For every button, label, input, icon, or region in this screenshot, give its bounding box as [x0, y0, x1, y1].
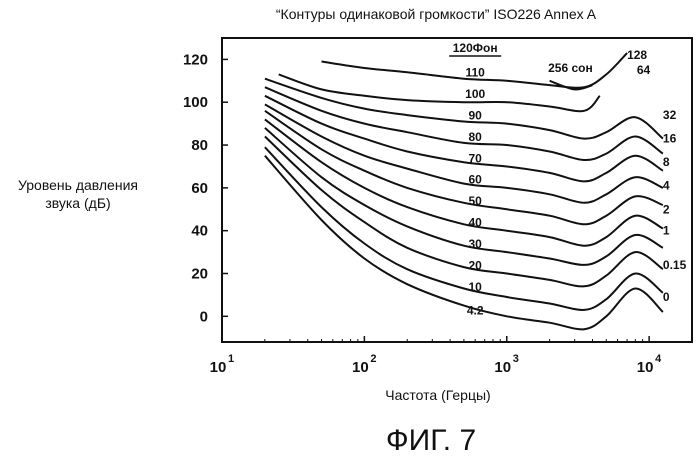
- sone-label: 0.15: [663, 258, 687, 272]
- y-tick-label: 60: [191, 180, 208, 197]
- sone-label: 128: [627, 48, 647, 62]
- y-tick-label: 0: [200, 308, 208, 325]
- phon-contour-label: 90: [468, 108, 482, 122]
- sone-label: 16: [663, 132, 677, 146]
- x-tick-label: 10: [637, 359, 654, 376]
- x-tick-label: 10: [210, 359, 227, 376]
- phon-contour-label: 100: [465, 87, 485, 101]
- sone-label: 4: [663, 179, 670, 193]
- plot-frame: [222, 38, 692, 342]
- x-tick-label: 10: [352, 359, 369, 376]
- y-axis-label-line-2: звука (дБ): [45, 195, 110, 211]
- sone-label: 0: [663, 290, 670, 304]
- phon-contour-label: 80: [468, 130, 482, 144]
- phon-contour-label: 60: [468, 173, 482, 187]
- loudness-contour-line: [265, 104, 663, 202]
- phon-contour-label: 30: [468, 237, 482, 251]
- phon-contour-label: 110: [465, 66, 485, 80]
- contour-labels: 1101009080706050403020104.21286432168421…: [449, 41, 686, 317]
- x-tick-label: 10: [494, 359, 511, 376]
- phon-contour-label: 10: [468, 280, 482, 294]
- x-tick-exponent: 2: [370, 353, 376, 365]
- y-tick-label: 40: [191, 223, 208, 240]
- loudness-contour-line: [265, 156, 663, 330]
- sone-label: 8: [663, 155, 670, 169]
- y-axis-label-line-1: Уровень давления: [18, 177, 138, 193]
- x-tick-exponent: 4: [655, 353, 662, 365]
- sone-label: 2: [663, 202, 670, 216]
- phon-contour-label: 50: [468, 194, 482, 208]
- x-axis-label: Частота (Герцы): [385, 387, 490, 403]
- phon-contour-label: 4.2: [467, 303, 484, 317]
- loudness-contour-line: [279, 74, 600, 111]
- phon-contour-label: 40: [468, 216, 482, 230]
- x-tick-exponent: 1: [228, 353, 234, 365]
- sone-label: 1: [663, 224, 670, 238]
- y-tick-label: 120: [183, 51, 208, 68]
- loudness-contour-line: [265, 111, 663, 225]
- figure-caption: ФИГ. 7: [386, 424, 476, 456]
- contour-curves: [265, 53, 663, 329]
- y-tick-label: 80: [191, 137, 208, 154]
- chart-title: “Контуры одинаковой громкости” ISO226 An…: [276, 6, 597, 22]
- x-tick-exponent: 3: [513, 353, 519, 365]
- phon-header-label: 120Фон: [453, 41, 498, 55]
- phon-contour-label: 20: [468, 258, 482, 272]
- phon-contour-label: 70: [468, 151, 482, 165]
- y-tick-label: 100: [183, 94, 208, 111]
- y-tick-label: 20: [191, 265, 208, 282]
- sone-label: 64: [637, 63, 651, 77]
- loudness-contour-line: [265, 79, 663, 139]
- sone-header-label: 256 сон: [548, 61, 593, 75]
- sone-label: 32: [663, 108, 677, 122]
- loudness-contour-line: [265, 147, 663, 310]
